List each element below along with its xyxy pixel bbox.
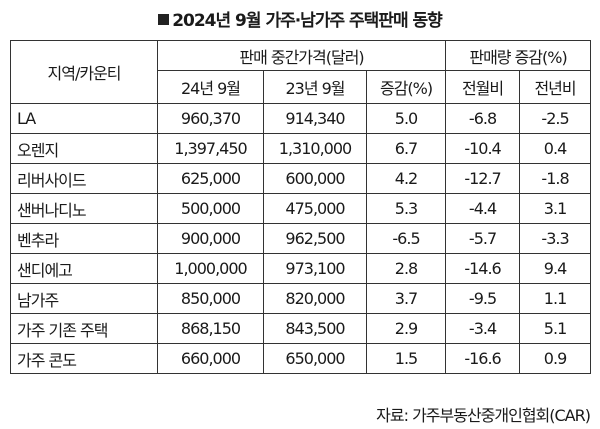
- data-cell: 843,500: [263, 313, 367, 344]
- data-cell: -1.8: [519, 163, 592, 194]
- data-cell: 868,150: [157, 313, 264, 344]
- table-row: 샌디에고 1,000,000 973,100 2.8 -14.6 9.4: [10, 253, 592, 284]
- data-cell: 1,310,000: [263, 133, 367, 164]
- region-cell: 오렌지: [10, 133, 158, 164]
- data-cell: 960,370: [157, 103, 264, 134]
- data-cell: -12.7: [445, 163, 521, 194]
- sub-header: 23년 9월: [263, 70, 367, 104]
- source-note: 자료: 가주부동산중개인협회(CAR): [376, 406, 591, 425]
- title-text: 2024년 9월 가주·남가주 주택판매 동향: [172, 11, 443, 31]
- data-cell: 900,000: [157, 223, 264, 254]
- region-cell: LA: [10, 103, 158, 134]
- data-cell: 475,000: [263, 193, 367, 224]
- data-cell: 2.9: [365, 313, 447, 344]
- table-row: 샌버나디노 500,000 475,000 5.3 -4.4 3.1: [10, 193, 592, 224]
- data-cell: 820,000: [263, 283, 367, 314]
- data-cell: 5.3: [365, 193, 447, 224]
- region-cell: 벤추라: [10, 223, 158, 254]
- table-row: 가주 기존 주택 868,150 843,500 2.9 -3.4 5.1: [10, 313, 592, 344]
- data-cell: 5.1: [519, 313, 592, 344]
- region-cell: 가주 콘도: [10, 343, 158, 374]
- region-cell: 샌디에고: [10, 253, 158, 284]
- data-cell: 3.1: [519, 193, 592, 224]
- sub-header: 증감(%): [365, 70, 447, 104]
- table-row: 벤추라 900,000 962,500 -6.5 -5.7 -3.3: [10, 223, 592, 254]
- data-cell: 650,000: [263, 343, 367, 374]
- table-row: 남가주 850,000 820,000 3.7 -9.5 1.1: [10, 283, 592, 314]
- header-row-sub: 24년 9월 23년 9월 증감(%) 전월비 전년비: [11, 70, 592, 104]
- data-cell: 5.0: [365, 103, 447, 134]
- data-cell: 4.2: [365, 163, 447, 194]
- data-cell: -9.5: [445, 283, 521, 314]
- data-cell: 1,000,000: [157, 253, 264, 284]
- table-row: 오렌지 1,397,450 1,310,000 6.7 -10.4 0.4: [10, 133, 592, 164]
- data-cell: -10.4: [445, 133, 521, 164]
- table-row: 리버사이드 625,000 600,000 4.2 -12.7 -1.8: [10, 163, 592, 194]
- data-cell: 914,340: [263, 103, 367, 134]
- data-cell: 850,000: [157, 283, 264, 314]
- data-cell: -14.6: [445, 253, 521, 284]
- data-cell: 6.7: [365, 133, 447, 164]
- data-cell: -3.4: [445, 313, 521, 344]
- data-cell: -16.6: [445, 343, 521, 374]
- header-row-top: 지역/카운티 판매 중간가격(달러) 판매량 증감(%): [10, 40, 592, 104]
- data-cell: -2.5: [519, 103, 592, 134]
- data-cell: 625,000: [157, 163, 264, 194]
- data-cell: 9.4: [519, 253, 592, 284]
- data-cell: -3.3: [519, 223, 592, 254]
- data-cell: 500,000: [157, 193, 264, 224]
- data-cell: 1.1: [519, 283, 592, 314]
- sub-header: 전월비: [445, 70, 521, 104]
- data-cell: 2.8: [365, 253, 447, 284]
- data-cell: 3.7: [365, 283, 447, 314]
- region-cell: 가주 기존 주택: [10, 313, 158, 344]
- data-cell: 1.5: [365, 343, 447, 374]
- region-cell: 샌버나디노: [10, 193, 158, 224]
- data-cell: 973,100: [263, 253, 367, 284]
- price-group-header: 판매 중간가격(달러): [156, 40, 447, 71]
- region-header: 지역/카운티: [10, 40, 158, 104]
- table-row: LA 960,370 914,340 5.0 -6.8 -2.5: [10, 103, 592, 134]
- data-cell: -6.5: [365, 223, 447, 254]
- data-cell: 0.4: [519, 133, 592, 164]
- region-cell: 리버사이드: [10, 163, 158, 194]
- data-cell: 962,500: [263, 223, 367, 254]
- data-cell: -5.7: [445, 223, 521, 254]
- data-cell: 0.9: [519, 343, 592, 374]
- data-cell: 660,000: [157, 343, 264, 374]
- data-cell: -6.8: [445, 103, 521, 134]
- page-title: 2024년 9월 가주·남가주 주택판매 동향: [0, 6, 600, 31]
- data-cell: 1,397,450: [157, 133, 264, 164]
- region-cell: 남가주: [10, 283, 158, 314]
- sub-header: 24년 9월: [157, 70, 264, 104]
- table-row: 가주 콘도 660,000 650,000 1.5 -16.6 0.9: [10, 343, 592, 374]
- volume-group-header: 판매량 증감(%): [445, 40, 592, 71]
- data-cell: 600,000: [263, 163, 367, 194]
- housing-sales-table: 지역/카운티 판매 중간가격(달러) 판매량 증감(%) 24년 9월 23년 …: [10, 40, 592, 374]
- square-bullet-icon: [158, 14, 170, 25]
- sub-header: 전년비: [519, 70, 592, 104]
- data-cell: -4.4: [445, 193, 521, 224]
